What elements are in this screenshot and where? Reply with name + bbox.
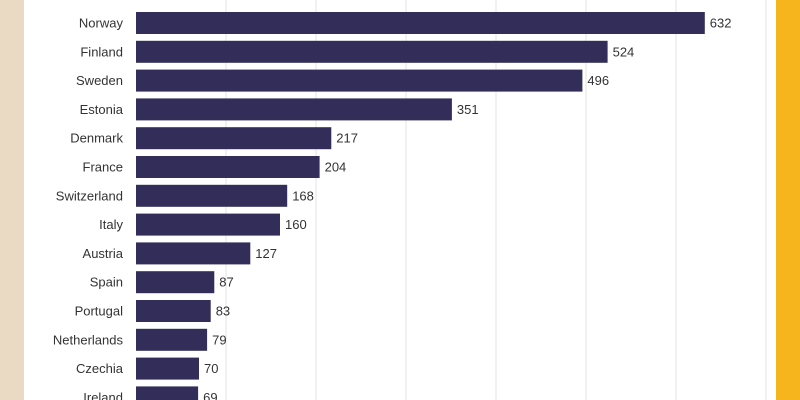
value-label: 83: [216, 304, 230, 319]
bar-netherlands: [136, 328, 208, 351]
value-label: 632: [710, 16, 732, 31]
category-label: Switzerland: [56, 188, 123, 203]
bar-finland: [136, 40, 608, 63]
bar-czechia: [136, 357, 199, 380]
right-decorative-stripe: [776, 0, 800, 400]
value-label: 496: [587, 73, 609, 88]
bar-denmark: [136, 127, 332, 150]
category-label: Finland: [80, 44, 123, 59]
value-label: 160: [285, 217, 307, 232]
category-label: Austria: [83, 246, 124, 261]
value-label: 204: [325, 160, 347, 175]
bar-france: [136, 156, 320, 178]
value-label: 351: [457, 102, 479, 117]
bar-norway: [136, 12, 705, 34]
value-label: 127: [255, 246, 277, 261]
bar-chart: Norway Finland Sweden Estonia Denmark France S…: [53, 0, 767, 400]
bar-ireland: [136, 386, 199, 400]
category-label: Norway: [79, 16, 124, 31]
value-label: 79: [212, 332, 226, 347]
bar-austria: [136, 242, 251, 265]
value-label: 524: [613, 44, 635, 59]
value-label: 69: [203, 390, 217, 400]
value-label: 70: [204, 361, 218, 376]
category-label: Netherlands: [53, 332, 124, 347]
value-labels: 632 524 496 351 217 204 168 160 127 87 83 79 70 69: [203, 16, 731, 400]
plot-area: Norway Finland Sweden Estonia Denmark France S…: [24, 0, 776, 400]
category-label: Czechia: [76, 361, 124, 376]
category-label: Sweden: [76, 73, 123, 88]
bar-switzerland: [136, 184, 288, 207]
value-label: 217: [336, 131, 358, 146]
value-label: 87: [219, 275, 233, 290]
category-label: France: [83, 160, 123, 175]
category-label: Spain: [90, 275, 123, 290]
category-label: Ireland: [83, 390, 123, 400]
bar-estonia: [136, 98, 452, 121]
left-decorative-stripe: [0, 0, 24, 400]
bars: [136, 12, 705, 400]
bar-spain: [136, 271, 215, 294]
category-label: Portugal: [75, 304, 124, 319]
category-label: Denmark: [70, 131, 123, 146]
category-label: Estonia: [80, 102, 124, 117]
value-label: 168: [292, 188, 314, 203]
gridlines: [225, 0, 767, 400]
bar-portugal: [136, 300, 211, 322]
category-label: Italy: [99, 217, 123, 232]
bar-sweden: [136, 69, 583, 92]
category-labels: Norway Finland Sweden Estonia Denmark France S…: [53, 16, 124, 400]
bar-italy: [136, 213, 280, 236]
